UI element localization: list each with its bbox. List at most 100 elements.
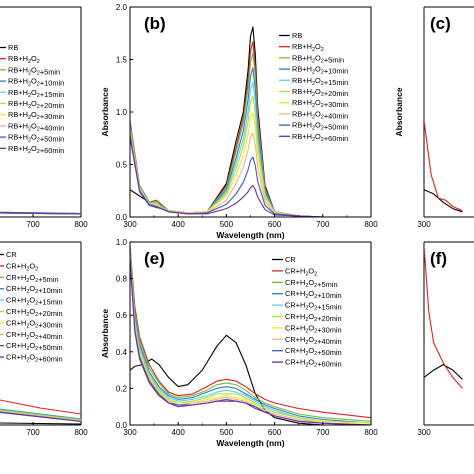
legend-item: CR+H2O2+5min [285, 278, 338, 289]
y-tick-label: 0.0 [116, 213, 128, 222]
legend-item: CR+H2O2+40min [6, 330, 63, 341]
y-tick-label: 0.2 [116, 384, 128, 393]
legend-item: RB+H2O2+50min [8, 133, 64, 144]
x-tick-label: 300 [123, 428, 137, 437]
legend-item: CR+H2O2+40min [285, 335, 342, 346]
legend-item: CR+H2O2 [6, 261, 38, 272]
x-tick-label: 300 [417, 428, 431, 437]
legend-item: RB+H2O2+20min [8, 99, 64, 110]
legend-item: CR+H2O2+20min [6, 307, 63, 318]
series-line-3 [130, 247, 371, 422]
legend-item: RB+H2O2+60min [8, 144, 64, 155]
legend-item: RB+H2O2 [8, 54, 40, 65]
legend-item: CR+H2O2+15min [6, 296, 63, 307]
legend-item: RB+H2O2 [292, 42, 324, 53]
series-line-4 [130, 249, 371, 424]
panel-label: (b) [144, 14, 166, 33]
series-line-2 [130, 245, 371, 419]
series-line-7 [130, 112, 371, 217]
panel-label: (c) [430, 14, 451, 33]
panel-b: 300 400 500 600 700 800 0.0 0.5 1.0 1.5 2.0 Wavelen… [100, 3, 378, 240]
legend-item: CR+H2O2 [285, 266, 317, 277]
legend-item: CR+H2O2+50min [6, 341, 63, 352]
legend-item: RB+H2O2+40min [292, 109, 348, 120]
panel-label: (e) [144, 249, 165, 268]
x-tick-label: 300 [417, 220, 431, 229]
y-tick-label: 1.0 [116, 238, 128, 247]
legend-item: RB+H2O2+20min [292, 87, 348, 98]
series-line-6 [130, 252, 371, 424]
x-tick-label: 800 [364, 220, 378, 229]
panel-c: 300 (c) Absorbance [394, 6, 474, 229]
y-tick-label: 0.4 [116, 348, 128, 357]
legend-item: CR+H2O2+10min [6, 284, 63, 295]
series-line-8 [130, 256, 371, 425]
series-tail [0, 212, 82, 215]
x-tick-label: 600 [268, 220, 282, 229]
y-axis-title: Absorbance [394, 87, 404, 136]
x-tick-label: 600 [268, 428, 282, 437]
x-tick-label: 800 [74, 220, 88, 229]
legend-item: CR+H2O2+60min [6, 353, 63, 364]
y-tick-label: 2.0 [116, 3, 128, 12]
legend-item: CR [285, 255, 296, 264]
x-axis-title: Wavelength (nm) [216, 438, 284, 448]
legend-item: RB [8, 43, 18, 52]
plot-area [424, 245, 463, 389]
y-tick-label: 0.8 [116, 275, 128, 284]
x-tick-label: 700 [26, 220, 40, 229]
legend-item: CR+H2O2+15min [285, 301, 342, 312]
plot-area [130, 245, 371, 425]
plot-area [424, 120, 463, 213]
legend-item: RB+H2O2+30min [8, 110, 64, 121]
x-tick-label: 500 [220, 428, 234, 437]
y-tick-label: 0.0 [116, 421, 128, 430]
series-line-5 [130, 82, 371, 217]
x-tick-label: 700 [26, 428, 40, 437]
y-tick-label: 0.6 [116, 311, 128, 320]
legend-item: RB+H2O2+5min [292, 53, 344, 64]
legend-item: CR+H2O2+10min [285, 289, 342, 300]
legend-item: CR+H2O2+5min [6, 273, 59, 284]
series-tail [0, 422, 82, 425]
panel-d: 700 800 CR CR+H2O2CR+H2O2+5minCR+H2O2+10min… [0, 241, 88, 437]
y-tick-label: 1.5 [116, 56, 128, 65]
legend-item: CR [6, 250, 17, 259]
y-tick-label: 0.5 [116, 161, 128, 170]
legend-item: RB+H2O2+15min [8, 88, 64, 99]
series-line-10 [130, 137, 371, 217]
panel-label: (f) [430, 249, 447, 268]
x-tick-label: 500 [220, 220, 234, 229]
x-tick-label: 800 [74, 428, 88, 437]
y-axis-title: Absorbance [100, 87, 110, 136]
x-tick-label: 700 [316, 428, 330, 437]
series-line-1 [424, 364, 463, 380]
y-axis-title: Absorbance [100, 309, 110, 358]
x-tick-label: 400 [172, 220, 186, 229]
series-line-1 [130, 334, 371, 425]
legend-item: CR+H2O2+60min [285, 358, 342, 369]
legend-item: RB+H2O2+10min [292, 65, 348, 76]
series-line-2 [424, 120, 463, 212]
legend-item: RB+H2O2+50min [292, 121, 348, 132]
x-tick-label: 300 [123, 220, 137, 229]
series-line-2 [424, 245, 463, 389]
legend-item: CR+H2O2+30min [6, 318, 63, 329]
legend-item: RB+H2O2+15min [292, 76, 348, 87]
series-line-10 [130, 260, 371, 425]
series-line-1 [424, 189, 463, 213]
legend-item: CR+H2O2+50min [285, 346, 342, 357]
series-tail [0, 412, 82, 423]
panel-a: 700 800 RB RB+H2O2RB+H2O2+5minRB+H2O2+10min… [0, 6, 88, 229]
legend-item: RB+H2O2+30min [292, 98, 348, 109]
series-line-8 [130, 132, 371, 217]
legend-item: CR+H2O2+20min [285, 312, 342, 323]
series-line-5 [130, 251, 371, 424]
series-line-9 [130, 135, 371, 217]
legend-item: RB+H2O2+60min [292, 132, 348, 143]
y-tick-label: 1.0 [116, 108, 128, 117]
x-tick-label: 800 [364, 428, 378, 437]
legend: CRCR+H2O2CR+H2O2+5minCR+H2O2+10minCR+H2O… [272, 255, 342, 369]
x-tick-label: 400 [172, 428, 186, 437]
